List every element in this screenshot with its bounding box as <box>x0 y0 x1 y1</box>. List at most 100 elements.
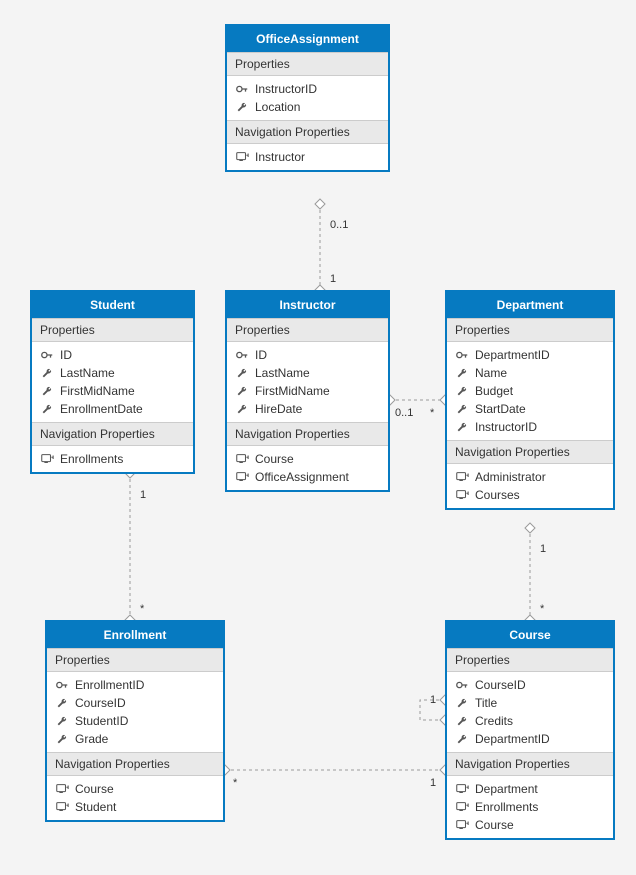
nav-row: Course <box>55 780 215 798</box>
nav-row: Administrator <box>455 468 605 486</box>
nav-row: Enrollments <box>455 798 605 816</box>
nav-icon <box>455 782 469 796</box>
nav-icon <box>455 800 469 814</box>
nav-row: Department <box>455 780 605 798</box>
property-row: CourseID <box>55 694 215 712</box>
wrench-icon <box>235 366 249 380</box>
nav-icon <box>40 452 54 466</box>
property-name: Grade <box>75 732 108 746</box>
property-row: StudentID <box>55 712 215 730</box>
section-header-properties: Properties <box>447 648 613 672</box>
entity-officeAssignment[interactable]: OfficeAssignmentPropertiesInstructorIDLo… <box>225 24 390 172</box>
property-name: DepartmentID <box>475 732 550 746</box>
property-name: Budget <box>475 384 513 398</box>
nav-name: Course <box>75 782 114 796</box>
property-row: EnrollmentDate <box>40 400 185 418</box>
wrench-icon <box>455 420 469 434</box>
wrench-icon <box>235 402 249 416</box>
nav-list: CourseOfficeAssignment <box>227 446 388 490</box>
section-header-nav: Navigation Properties <box>447 440 613 464</box>
wrench-icon <box>455 366 469 380</box>
section-header-nav: Navigation Properties <box>47 752 223 776</box>
nav-row: Course <box>455 816 605 834</box>
nav-icon <box>55 782 69 796</box>
nav-list: Instructor <box>227 144 388 170</box>
nav-icon <box>455 818 469 832</box>
property-name: StartDate <box>475 402 526 416</box>
property-name: ID <box>255 348 267 362</box>
key-icon <box>455 348 469 362</box>
property-row: CourseID <box>455 676 605 694</box>
wrench-icon <box>455 384 469 398</box>
nav-icon <box>235 470 249 484</box>
edge-enrollment-course <box>220 765 450 775</box>
nav-name: Enrollments <box>60 452 123 466</box>
property-row: Credits <box>455 712 605 730</box>
wrench-icon <box>455 732 469 746</box>
nav-icon <box>235 452 249 466</box>
edge-student-enrollment <box>125 468 135 625</box>
nav-name: Course <box>475 818 514 832</box>
section-header-nav: Navigation Properties <box>32 422 193 446</box>
entity-student[interactable]: StudentPropertiesIDLastNameFirstMidNameE… <box>30 290 195 474</box>
edge-instructor-department <box>385 395 450 405</box>
property-row: DepartmentID <box>455 346 605 364</box>
property-row: Title <box>455 694 605 712</box>
properties-list: ID LastName FirstMidName HireDate <box>227 342 388 422</box>
key-icon <box>40 348 54 362</box>
property-name: Name <box>475 366 507 380</box>
properties-list: InstructorIDLocation <box>227 76 388 120</box>
nav-icon <box>455 488 469 502</box>
property-name: CourseID <box>75 696 126 710</box>
entity-title: Instructor <box>227 292 388 318</box>
edge-label: * <box>233 778 237 789</box>
edge-label: 0..1 <box>395 408 413 419</box>
section-header-nav: Navigation Properties <box>227 422 388 446</box>
edge-label: 1 <box>140 490 146 501</box>
entity-course[interactable]: Course Properties CourseID Title Credits Depa… <box>445 620 615 840</box>
edge-label: * <box>140 604 144 615</box>
edge-label: * <box>430 408 434 419</box>
entity-title: OfficeAssignment <box>227 26 388 52</box>
edge-label: 0..1 <box>330 220 348 231</box>
entity-enrollment[interactable]: EnrollmentPropertiesEnrollmentIDCourseID… <box>45 620 225 822</box>
nav-list: Enrollments <box>32 446 193 472</box>
nav-name: Instructor <box>255 150 305 164</box>
section-header-nav: Navigation Properties <box>447 752 613 776</box>
properties-list: IDLastNameFirstMidNameEnrollmentDate <box>32 342 193 422</box>
edge-label: 1 <box>430 778 436 789</box>
property-name: InstructorID <box>255 82 317 96</box>
property-row: Name <box>455 364 605 382</box>
nav-row: OfficeAssignment <box>235 468 380 486</box>
nav-row: Courses <box>455 486 605 504</box>
property-row: LastName <box>40 364 185 382</box>
property-row: InstructorID <box>455 418 605 436</box>
entity-instructor[interactable]: InstructorPropertiesIDLastNameFirstMidNa… <box>225 290 390 492</box>
nav-name: OfficeAssignment <box>255 470 349 484</box>
wrench-icon <box>55 696 69 710</box>
section-header-properties: Properties <box>47 648 223 672</box>
wrench-icon <box>455 714 469 728</box>
property-name: CourseID <box>475 678 526 692</box>
property-name: Credits <box>475 714 513 728</box>
property-name: LastName <box>255 366 310 380</box>
wrench-icon <box>235 100 249 114</box>
property-name: InstructorID <box>475 420 537 434</box>
nav-name: Enrollments <box>475 800 538 814</box>
property-row: FirstMidName <box>235 382 380 400</box>
property-name: EnrollmentDate <box>60 402 143 416</box>
property-row: ID <box>235 346 380 364</box>
property-row: StartDate <box>455 400 605 418</box>
edge-label: 1 <box>540 544 546 555</box>
section-header-properties: Properties <box>32 318 193 342</box>
nav-row: Instructor <box>235 148 380 166</box>
property-name: HireDate <box>255 402 302 416</box>
nav-list: CourseStudent <box>47 776 223 820</box>
wrench-icon <box>55 714 69 728</box>
nav-list: AdministratorCourses <box>447 464 613 508</box>
nav-row: Enrollments <box>40 450 185 468</box>
entity-department[interactable]: DepartmentPropertiesDepartmentIDNameBudg… <box>445 290 615 510</box>
property-row: Budget <box>455 382 605 400</box>
properties-list: DepartmentID Name Budget StartDate Instructo… <box>447 342 613 440</box>
property-name: Title <box>475 696 497 710</box>
